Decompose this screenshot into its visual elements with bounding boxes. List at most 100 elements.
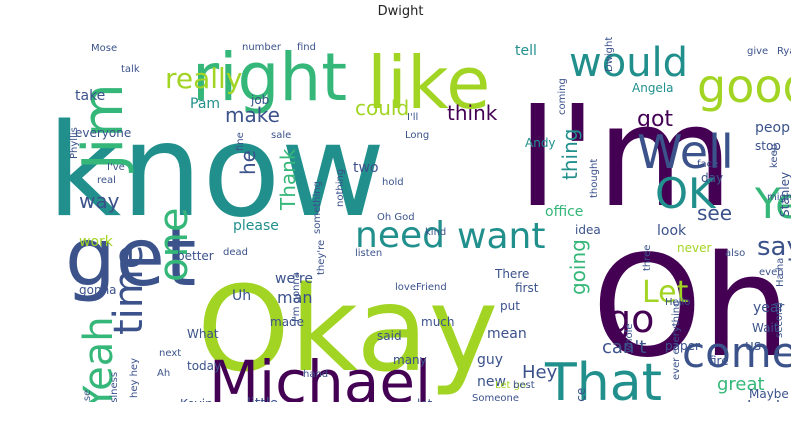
cloud-word: question [347,401,399,402]
cloud-word: office [545,204,583,220]
cloud-word: Business [109,372,120,402]
cloud-word: man [277,288,313,307]
cloud-word: thought [589,159,600,198]
cloud-word: might [767,192,791,203]
cloud-word: Jim [71,83,136,173]
cloud-word: see [697,201,732,225]
cloud-word: get [65,211,196,304]
cloud-word: right [192,39,347,116]
cloud-word: real [97,175,116,186]
cloud-word: first [515,281,539,295]
cloud-word: Stanley [778,172,791,217]
cloud-word: listen [355,248,382,259]
figure-title: Dwight [377,4,424,19]
cloud-word: best [513,380,535,391]
cloud-word: kind [425,227,446,238]
cloud-word: loveFriend [395,282,447,293]
cloud-word: look [657,223,687,239]
cloud-word: us [745,338,761,354]
cloud-word: whole [624,323,635,353]
cloud-word: I've [107,162,125,173]
cloud-word: take [75,88,105,104]
cloud-word: please [233,218,279,234]
cloud-word: Mose [91,43,117,54]
cloud-word: make [225,103,280,127]
cloud-word: I'll [407,112,418,123]
cloud-word: people [755,120,791,136]
cloud-word: said [377,329,402,343]
cloud-word: work [79,234,114,250]
cloud-word: Someone [472,393,519,402]
cloud-word: say [757,232,791,262]
cloud-word: fire [709,354,729,368]
cloud-word: gonna [79,283,117,297]
cloud-word: Oh [592,226,791,389]
cloud-word: Long [405,130,429,141]
cloud-word: one [151,208,197,282]
cloud-word: I'm [517,76,733,239]
cloud-word: I'm gonna [291,272,302,322]
cloud-word: Oh God [377,212,415,223]
cloud-word: something [312,181,323,234]
cloud-word: year [753,300,784,316]
cloud-word: need [355,215,445,256]
cloud-word: they're [316,240,327,275]
cloud-word: number [242,42,282,53]
cloud-word: would [569,40,688,86]
cloud-word: paper [665,339,700,353]
cloud-word: hey hey [129,358,140,398]
cloud-word: Ah [157,368,170,379]
cloud-word: never [677,241,711,255]
cloud-word: guy [477,352,503,368]
cloud-word: hold [382,177,404,188]
cloud-word: That [544,353,662,402]
cloud-word: mean [487,326,527,342]
cloud-word: job [250,93,269,107]
cloud-word: Excuse [82,390,93,402]
cloud-word: Andy [525,136,556,150]
cloud-word: Hello [665,297,690,308]
cloud-word: There [494,267,529,281]
cloud-word: dead [223,247,248,258]
cloud-word: way [79,189,120,213]
cloud-word: day [701,171,723,185]
word-cloud: know I'm Okay Oh get right like Jim Michael That w… [37,20,791,402]
cloud-word: he [236,150,260,175]
cloud-word: Hey [522,362,558,383]
cloud-word: much [421,315,455,329]
cloud-word: Maybe [749,387,789,401]
cloud-word: call [493,401,514,402]
cloud-word: talk [121,64,140,75]
cloud-word: next [159,348,181,359]
cloud-word: everyone [75,126,131,140]
cloud-word: could [355,96,409,120]
cloud-word: also [725,248,745,259]
cloud-word: Yeah [76,316,122,402]
cloud-word: really [165,62,242,95]
cloud-word: lot [417,397,433,402]
cloud-word: new [477,374,506,390]
cloud-word: great [717,374,765,395]
cloud-word: can't [602,337,646,358]
cloud-word: What [187,327,219,341]
cloud-word: face [697,159,718,170]
cloud-word: thing [558,129,582,180]
cloud-word: Pam [190,96,220,112]
cloud-word: like [367,41,490,125]
cloud-word: Kevin [180,397,213,402]
cloud-word: today [187,359,221,373]
cloud-word: time [106,245,152,335]
cloud-word: three [642,245,653,271]
cloud-word: made [270,315,304,329]
cloud-word: put [500,299,520,313]
cloud-word: OK [655,169,717,218]
cloud-word: two [353,160,379,176]
cloud-word: Uh [232,288,251,304]
cloud-word: Wait [752,321,779,335]
cloud-word: Phyllis [69,127,80,159]
cloud-word: Ye [754,179,791,228]
cloud-word: going [566,239,590,295]
cloud-word: Ha ha [775,258,786,287]
cloud-word: idea [575,223,601,237]
cloud-word: good [697,59,791,113]
